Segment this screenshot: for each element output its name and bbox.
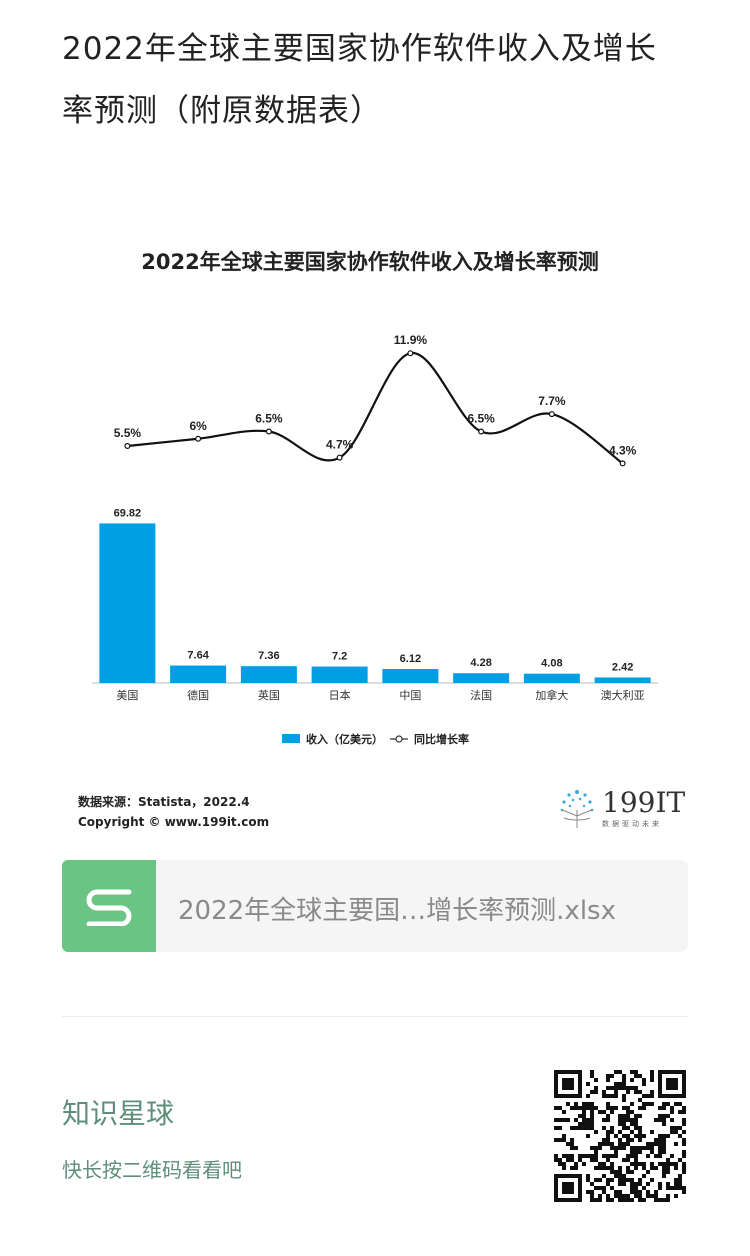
bar	[594, 677, 651, 683]
x-tick-label: 德国	[187, 688, 209, 702]
growth-value-label: 6.5%	[255, 412, 283, 426]
growth-value-label: 6%	[189, 419, 207, 433]
x-tick-label: 中国	[399, 689, 421, 702]
bar	[382, 669, 439, 683]
legend-line-marker	[395, 735, 403, 743]
bar	[453, 673, 510, 683]
article-title-line1: 2022年全球主要国家协作软件收入及增长	[62, 31, 657, 67]
x-tick-label: 英国	[258, 688, 280, 702]
growth-point	[548, 411, 555, 418]
footer-title: 知识星球	[62, 1097, 175, 1130]
growth-point	[195, 435, 202, 442]
bar	[240, 666, 297, 683]
growth-point	[265, 428, 272, 435]
chart-svg: 69.82 美国 7.64 德国 7.36 英国 7.2 日本 6.12 中国 4.28 法国 4.08…	[92, 333, 658, 746]
growth-point	[619, 460, 626, 467]
divider	[62, 1016, 688, 1017]
bar-value-label: 7.64	[187, 650, 209, 662]
qr-code-icon[interactable]	[554, 1070, 686, 1202]
article-title: 2022年全球主要国家协作软件收入及增长 率预测（附原数据表）	[62, 18, 702, 142]
legend-bar-label: 收入（亿美元）	[306, 732, 383, 746]
bar-value-label: 7.2	[332, 651, 347, 663]
chart-image: 2022年全球主要国家协作软件收入及增长率预测 69.82 美国 7.64 德国 7.3…	[60, 220, 700, 840]
file-attachment-card[interactable]: 2022年全球主要国…增长率预测.xlsx	[62, 860, 688, 952]
bar	[170, 665, 227, 683]
logo-text: 199IT	[602, 786, 686, 819]
legend-bar-swatch	[282, 734, 300, 743]
growth-point	[336, 454, 343, 461]
bar-value-label: 4.28	[470, 657, 491, 669]
growth-point	[407, 350, 414, 357]
growth-point	[478, 428, 485, 435]
bar-value-label: 6.12	[400, 653, 421, 665]
chart-title: 2022年全球主要国家协作软件收入及增长率预测	[141, 250, 599, 274]
growth-value-label: 11.9%	[394, 333, 428, 347]
x-tick-label: 加拿大	[535, 688, 568, 702]
bar	[99, 523, 156, 683]
growth-value-label: 7.7%	[538, 394, 566, 408]
x-tick-label: 日本	[329, 688, 351, 702]
copyright-label: Copyright © www.199it.com	[78, 815, 270, 829]
source-label: 数据来源：Statista，2022.4	[78, 795, 250, 809]
logo-199it: 199IT 数据驱动未来	[554, 786, 686, 830]
bar-value-label: 4.08	[541, 658, 562, 670]
x-tick-label: 澳大利亚	[601, 688, 645, 702]
growth-point	[124, 443, 131, 450]
growth-line	[127, 352, 624, 465]
bar-value-label: 2.42	[612, 661, 633, 673]
dandelion-icon	[560, 790, 594, 828]
file-name: 2022年全球主要国…增长率预测.xlsx	[178, 896, 616, 926]
spreadsheet-s-icon	[62, 860, 156, 952]
legend-line-label: 同比增长率	[414, 732, 469, 746]
growth-value-label: 5.5%	[114, 426, 142, 440]
bar-value-label: 7.36	[258, 650, 279, 662]
x-tick-label: 法国	[470, 688, 492, 702]
growth-value-label: 6.5%	[467, 412, 495, 426]
bar-value-label: 69.82	[114, 507, 142, 519]
chart-source: 数据来源：Statista，2022.4 Copyright © www.199…	[78, 792, 269, 832]
growth-value-label: 4.7%	[326, 438, 354, 452]
article-title-line2: 率预测（附原数据表）	[62, 93, 382, 129]
growth-value-label: 4.3%	[609, 443, 637, 457]
logo-subtitle: 数据驱动未来	[602, 820, 662, 828]
bar	[523, 673, 580, 683]
x-tick-label: 美国	[116, 689, 138, 702]
bar	[311, 666, 368, 683]
footer-subtitle: 快长按二维码看看吧	[62, 1158, 242, 1182]
